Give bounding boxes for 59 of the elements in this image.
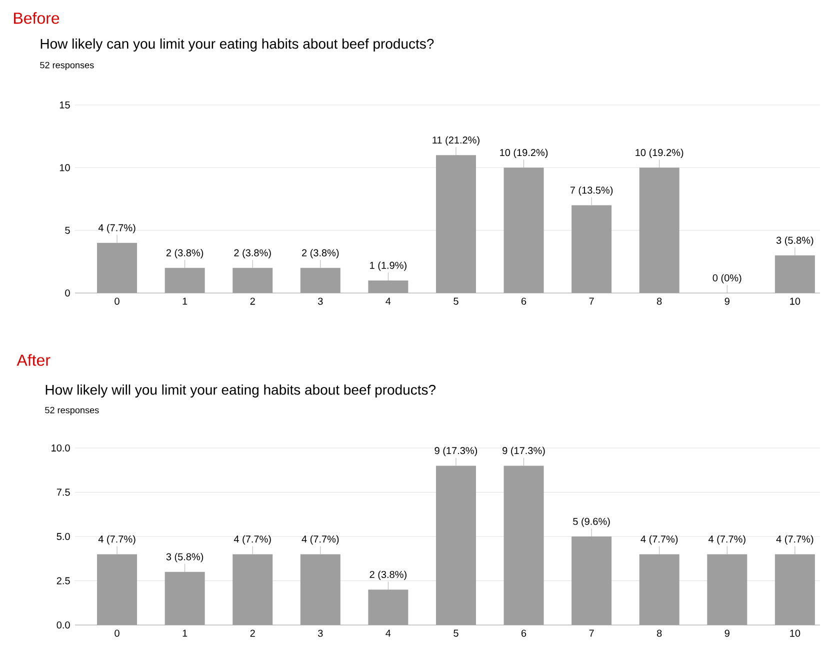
data-label: 4 (7.7%) — [776, 535, 814, 545]
text: After — [16, 354, 50, 366]
data-label: 9 (17.3%) — [502, 446, 545, 456]
x-tick-label: 9 — [724, 630, 730, 637]
data-label: 4 (7.7%) — [234, 535, 271, 545]
y-tick-label: 2.5 — [56, 577, 70, 584]
x-tick-label: 10 — [790, 630, 800, 637]
x-tick-label: 4 — [386, 630, 391, 637]
data-label: 11 (21.2%) — [432, 136, 480, 146]
chart-title: How likely will you limit your eating habits about beef products? — [46, 384, 436, 398]
x-tick-label: 4 — [386, 298, 391, 305]
y-tick-label: 10.0 — [52, 444, 70, 452]
y-tick-label: 5 — [65, 226, 70, 234]
data-label: 2 (3.8%) — [302, 249, 339, 258]
x-tick-label: 2 — [250, 630, 255, 637]
x-tick-label: 9 — [724, 298, 730, 305]
data-label: 2 (3.8%) — [234, 249, 271, 258]
data-label: 4 (7.7%) — [98, 224, 136, 234]
data-label: 4 (7.7%) — [640, 535, 678, 545]
y-tick-label: 7.5 — [56, 488, 70, 496]
x-tick-label: 0 — [114, 298, 120, 305]
x-tick-label: 8 — [657, 298, 662, 305]
x-tick-label: 1 — [182, 630, 188, 637]
x-tick-label: 7 — [589, 630, 594, 637]
y-tick-label: 0.0 — [56, 621, 70, 629]
chart-subtitle: 52 responses — [45, 406, 99, 416]
x-tick-label: 6 — [521, 298, 526, 305]
x-tick-label: 3 — [318, 298, 323, 305]
data-label: 4 (7.7%) — [708, 535, 746, 545]
y-tick-label: 10 — [60, 164, 70, 172]
chart-title: How likely can you limit your eating habits about beef products? — [40, 38, 434, 52]
data-label: 7 (13.5%) — [570, 186, 613, 196]
data-label: 3 (5.8%) — [166, 552, 204, 562]
data-label: 9 (17.3%) — [434, 446, 478, 456]
x-tick-label: 2 — [250, 298, 255, 305]
data-label: 4 (7.7%) — [302, 535, 339, 545]
chart-subtitle: 52 responses — [40, 62, 94, 70]
x-tick-label: 1 — [182, 298, 188, 305]
data-label: 10 (19.2%) — [500, 148, 548, 158]
x-tick-label: 5 — [454, 630, 458, 637]
data-label: 10 (19.2%) — [636, 148, 684, 158]
x-tick-label: 6 — [521, 630, 526, 637]
text: Before — [14, 12, 60, 24]
x-tick-label: 10 — [790, 298, 800, 305]
x-tick-label: 5 — [454, 298, 458, 305]
data-label: 5 (9.6%) — [573, 518, 610, 527]
y-tick-label: 0 — [65, 289, 70, 297]
y-tick-label: 15 — [60, 102, 70, 108]
data-label: 2 (3.8%) — [370, 570, 406, 580]
data-label: 4 (7.7%) — [98, 535, 136, 545]
data-label: 2 (3.8%) — [166, 249, 204, 258]
x-tick-label: 3 — [318, 630, 323, 637]
data-label: 0 (0%) — [712, 274, 742, 284]
data-label: 3 (5.8%) — [776, 236, 814, 246]
y-tick-label: 5.0 — [56, 532, 70, 540]
x-tick-label: 8 — [657, 630, 662, 637]
x-tick-label: 0 — [114, 630, 120, 637]
x-tick-label: 7 — [589, 298, 594, 305]
data-label: 1 (1.9%) — [370, 262, 406, 271]
